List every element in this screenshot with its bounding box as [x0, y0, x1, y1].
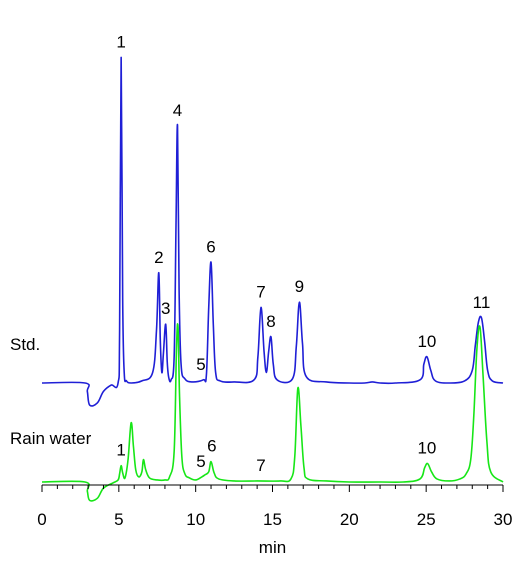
x-tick-label: 10	[186, 510, 205, 529]
x-tick-label: 5	[114, 510, 123, 529]
peak-label-rain-water-1: 1	[116, 441, 125, 460]
x-axis: 0 5 10 15 20 25 30	[37, 484, 513, 529]
x-axis-label: min	[259, 538, 286, 557]
series-line-rain-water	[41, 323, 504, 502]
peak-label-rain-water-10: 10	[417, 439, 436, 458]
peak-label-std-10: 10	[417, 332, 436, 351]
peak-label-std-9: 9	[295, 277, 304, 296]
x-tick-label: 20	[340, 510, 359, 529]
peak-label-std-11: 11	[473, 293, 491, 312]
x-tick-label: 15	[263, 510, 282, 529]
peak-label-std-4: 4	[173, 101, 182, 120]
peak-label-std-1: 1	[116, 33, 125, 52]
series-layer	[41, 56, 504, 502]
peak-label-std-2: 2	[154, 248, 163, 267]
peak-label-std-8: 8	[266, 312, 275, 331]
peak-label-std-3: 3	[161, 299, 170, 318]
x-tick-label: 30	[494, 510, 513, 529]
x-tick-label: 0	[37, 510, 46, 529]
peak-label-rain-water-6: 6	[207, 437, 216, 456]
peak-label-std-6: 6	[206, 237, 215, 256]
series-label-rain-water: Rain water	[10, 429, 92, 448]
series-label-std: Std.	[10, 335, 40, 354]
series-line-std	[41, 56, 504, 407]
x-tick-label: 25	[417, 510, 436, 529]
peak-label-std-5: 5	[196, 355, 205, 374]
peak-label-rain-water-7: 7	[256, 456, 265, 475]
peak-label-rain-water-5: 5	[196, 452, 205, 471]
peak-label-std-7: 7	[256, 282, 265, 301]
